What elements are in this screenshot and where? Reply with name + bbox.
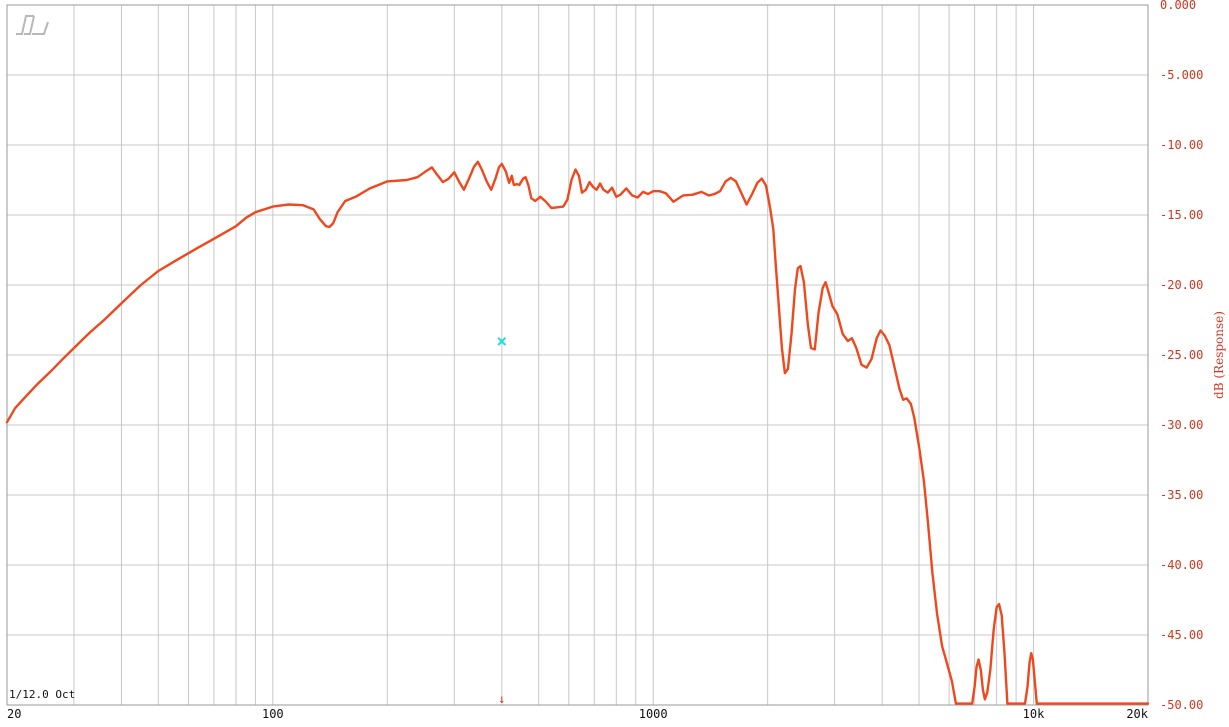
y-tick-label: -25.00 <box>1160 348 1203 362</box>
y-axis-label: dB (Response) <box>1212 311 1226 399</box>
grid-lines <box>7 5 1148 705</box>
logo-watermark <box>16 15 49 35</box>
x-tick-label: 20k <box>1126 707 1148 721</box>
plot-frame <box>6 4 1149 706</box>
y-tick-label: 0.000 <box>1160 0 1196 12</box>
y-tick-label: -20.00 <box>1160 278 1203 292</box>
cursor-marker[interactable]: × <box>496 331 507 352</box>
y-tick-label: -10.00 <box>1160 138 1203 152</box>
y-tick-label: -45.00 <box>1160 628 1203 642</box>
y-axis-ticks: 0.000 -5.000 -10.00 -15.00 -20.00 -25.00 -30.0… <box>1160 0 1203 712</box>
x-tick-label: 20 <box>7 707 21 721</box>
smoothing-label: 1/12.0 Oct <box>9 688 75 701</box>
y-tick-label: -40.00 <box>1160 558 1203 572</box>
x-tick-label: 10k <box>1023 707 1045 721</box>
y-tick-label: -15.00 <box>1160 208 1203 222</box>
y-tick-label: -35.00 <box>1160 488 1203 502</box>
response-curve <box>5 160 1150 705</box>
y-tick-label: -30.00 <box>1160 418 1203 432</box>
x-tick-label: 1000 <box>639 707 668 721</box>
y-tick-label: -50.00 <box>1160 698 1203 712</box>
cursor-position-arrow[interactable]: ↓ <box>498 692 505 706</box>
x-axis-ticks: 20 100 1000 10k 20k <box>7 707 1149 721</box>
y-tick-label: -5.000 <box>1160 68 1203 82</box>
x-tick-label: 100 <box>262 707 284 721</box>
